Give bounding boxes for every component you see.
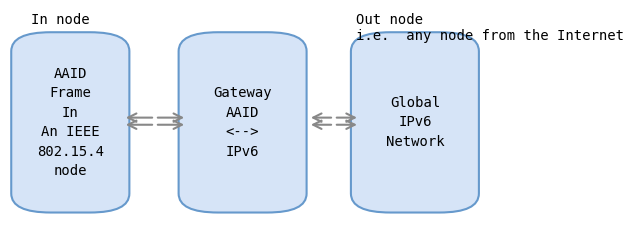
- FancyBboxPatch shape: [11, 32, 129, 212]
- Text: In node: In node: [31, 13, 90, 27]
- Text: AAID
Frame
In
An IEEE
802.15.4
node: AAID Frame In An IEEE 802.15.4 node: [37, 67, 104, 178]
- FancyBboxPatch shape: [351, 32, 479, 212]
- FancyBboxPatch shape: [179, 32, 307, 212]
- Text: Out node
i.e.  any node from the Internet: Out node i.e. any node from the Internet: [356, 13, 624, 43]
- Text: Global
IPv6
Network: Global IPv6 Network: [386, 96, 444, 149]
- Text: Gateway
AAID
<-->
IPv6: Gateway AAID <--> IPv6: [213, 86, 272, 159]
